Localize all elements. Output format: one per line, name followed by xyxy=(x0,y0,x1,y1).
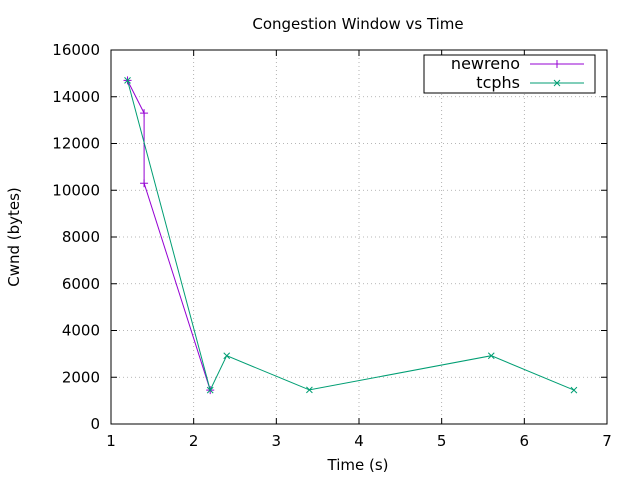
series-newreno xyxy=(123,76,215,395)
data-point-tcphs xyxy=(570,386,578,394)
data-point-tcphs xyxy=(306,386,313,394)
y-tick-label: 10000 xyxy=(52,181,100,199)
data-point-newreno xyxy=(140,109,149,118)
x-tick-label: 6 xyxy=(520,432,530,450)
y-axis-label: Cwnd (bytes) xyxy=(5,187,23,287)
x-tick-label: 7 xyxy=(602,432,612,450)
series-line-tcphs xyxy=(127,80,575,392)
x-tick-label: 2 xyxy=(189,432,199,450)
y-tick-label: 0 xyxy=(90,415,100,433)
x-tick-label: 1 xyxy=(106,432,116,450)
y-tick-labels: 0 2000 4000 6000 8000 10000 12000 14000 16000 xyxy=(52,41,100,433)
data-point-tcphs xyxy=(223,352,231,360)
data-point-newreno xyxy=(140,179,149,188)
marker-stroke xyxy=(124,77,131,84)
series xyxy=(123,76,578,395)
y-tick-label: 14000 xyxy=(52,88,100,106)
x-tick-label: 4 xyxy=(354,432,364,450)
legend: newreno tcphs xyxy=(423,54,596,94)
marker-stroke xyxy=(553,79,561,87)
marker-stroke xyxy=(223,352,231,360)
y-tick-label: 2000 xyxy=(62,368,100,386)
series-line-newreno xyxy=(127,80,211,391)
x-axis-label: Time (s) xyxy=(327,456,389,474)
data-point-tcphs xyxy=(206,386,214,394)
x-tick-labels: 1 2 3 4 5 6 7 xyxy=(106,432,612,450)
legend-label-newreno: newreno xyxy=(451,54,520,73)
legend-swatch-newreno xyxy=(530,60,584,68)
legend-box xyxy=(423,54,596,94)
series-tcphs xyxy=(124,77,578,394)
data-point-tcphs xyxy=(124,77,131,84)
chart-title: Congestion Window vs Time xyxy=(252,15,463,33)
y-tick-label: 4000 xyxy=(62,322,100,340)
x-tick-label: 3 xyxy=(272,432,282,450)
y-tick-label: 6000 xyxy=(62,275,100,293)
legend-swatch-tcphs xyxy=(530,79,584,87)
marker-stroke xyxy=(570,386,578,394)
x-tick-label: 5 xyxy=(437,432,447,450)
marker-stroke xyxy=(206,386,214,394)
y-tick-label: 16000 xyxy=(52,41,100,59)
legend-label-tcphs: tcphs xyxy=(476,73,520,92)
y-tick-label: 8000 xyxy=(62,228,100,246)
data-point-tcphs xyxy=(487,352,495,360)
marker-stroke xyxy=(306,386,313,394)
y-tick-label: 12000 xyxy=(52,135,100,153)
marker-stroke xyxy=(487,352,495,360)
grid xyxy=(111,50,607,424)
